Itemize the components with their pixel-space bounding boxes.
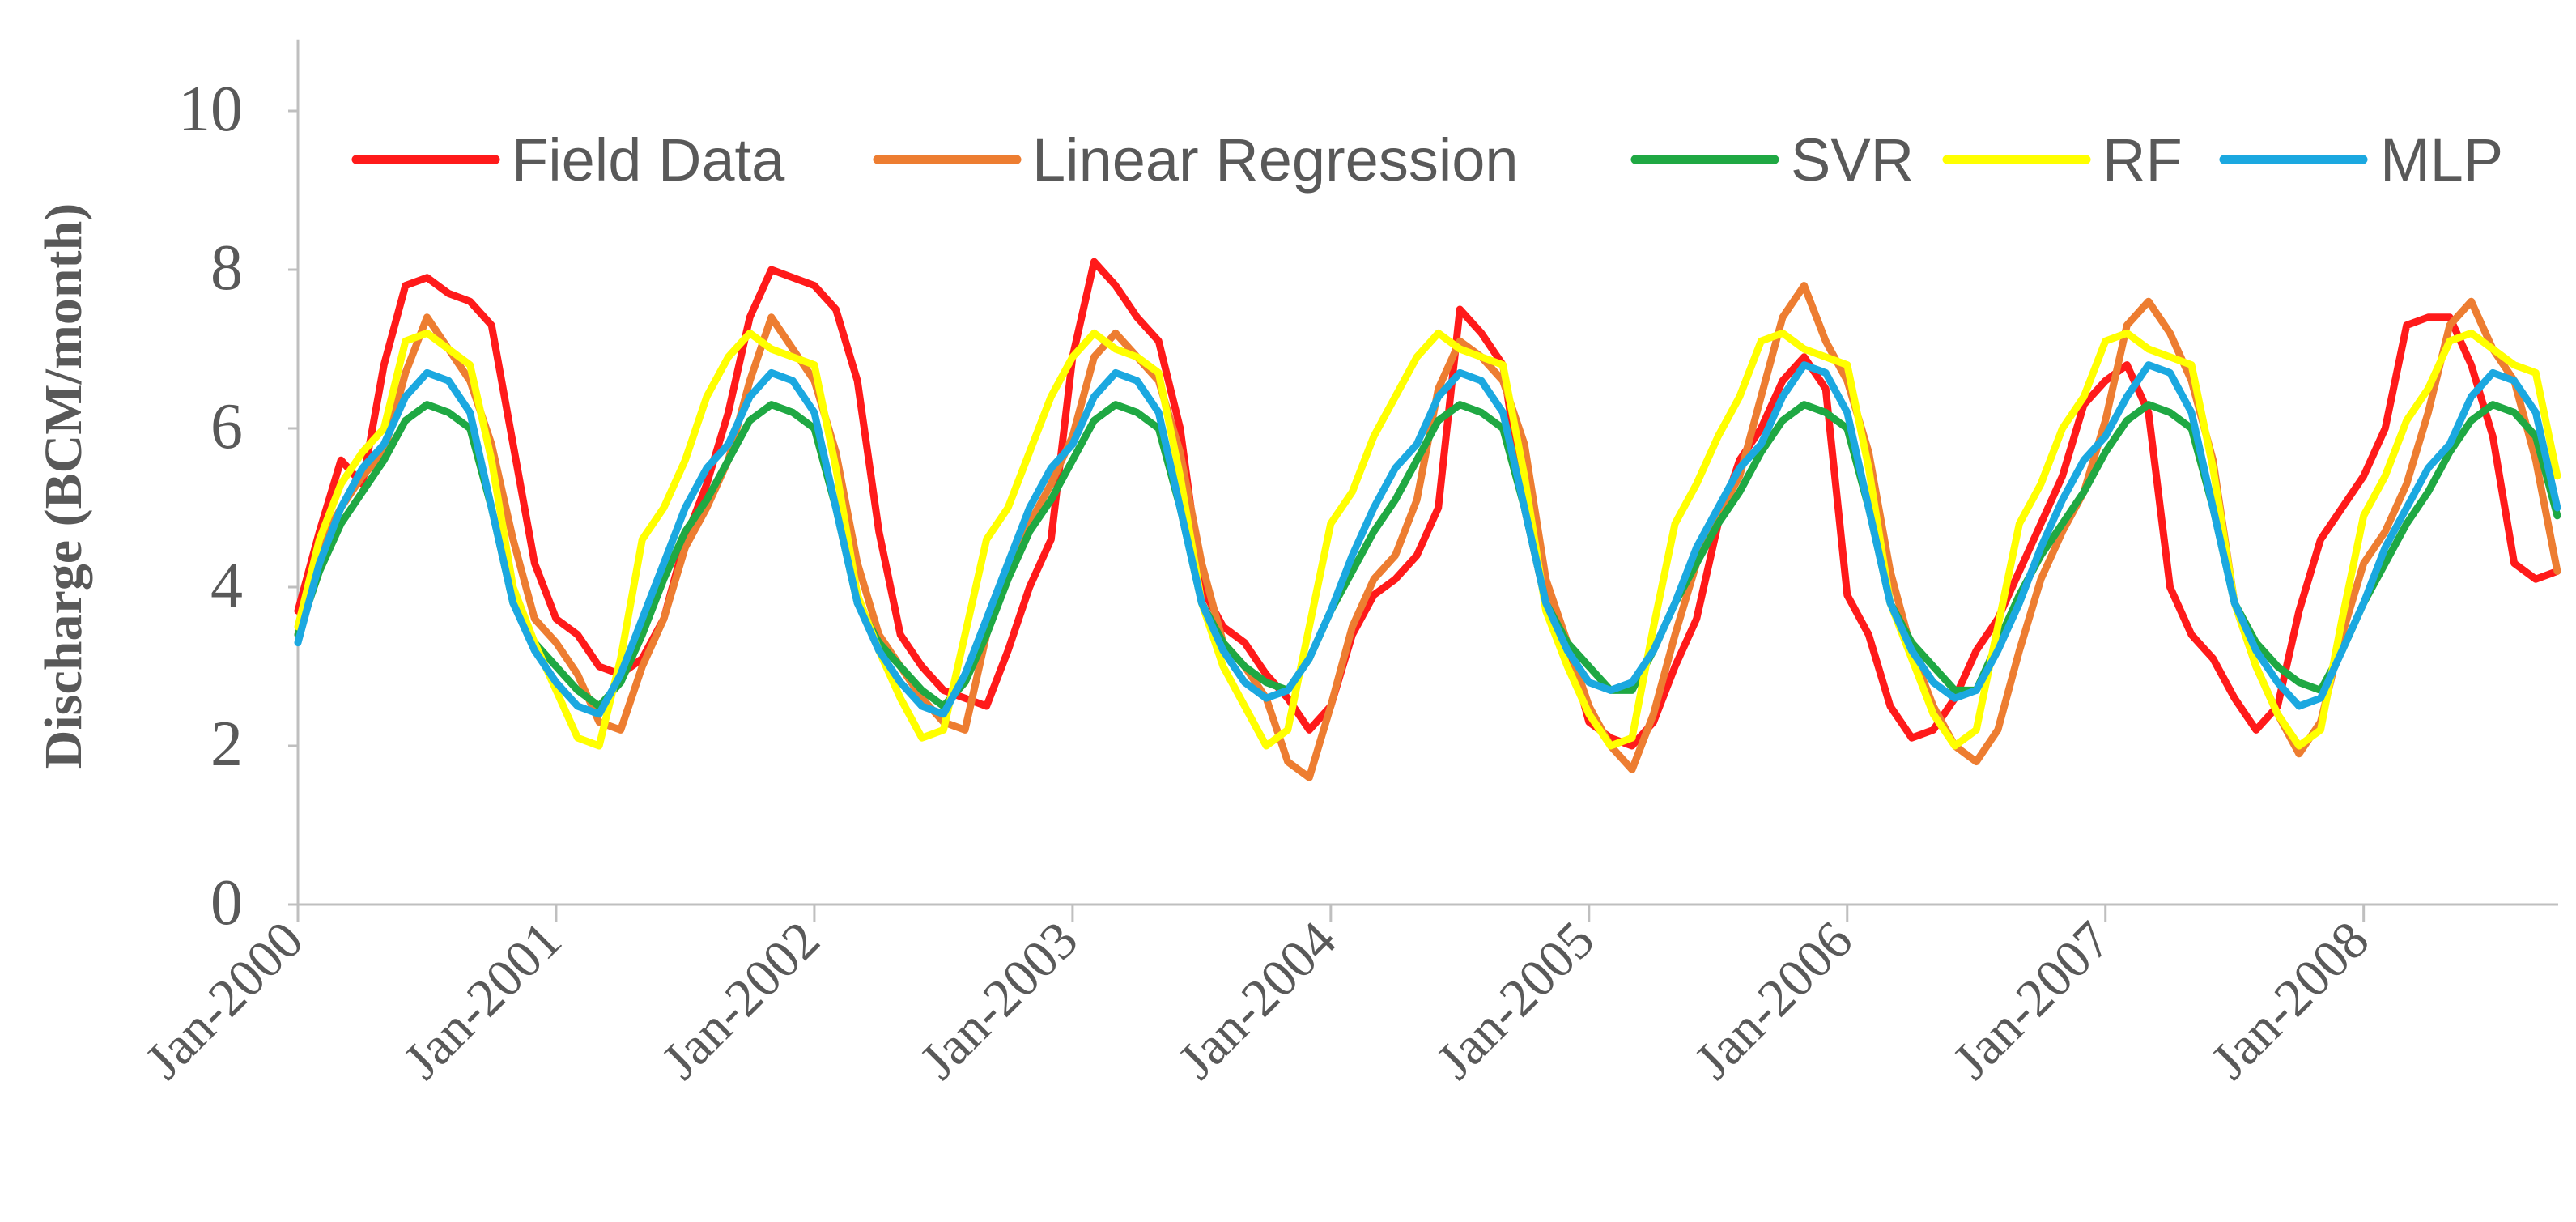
y-tick-label: 2	[210, 709, 243, 780]
y-tick-label: 10	[178, 74, 243, 145]
x-tick-label: Jan-2006	[1684, 910, 1864, 1091]
x-tick-label: Jan-2008	[2200, 910, 2381, 1091]
y-tick-label: 0	[210, 867, 243, 939]
y-tick-label: 4	[210, 550, 243, 621]
x-tick-label: Jan-2002	[651, 910, 831, 1091]
x-tick-label: Jan-2007	[1942, 910, 2123, 1091]
legend-label-field-data: Field Data	[512, 126, 785, 194]
series-line-rf	[294, 329, 2561, 750]
legend: Field Data Linear Regression SVR RF MLP	[351, 126, 2503, 194]
series-line-mlp	[294, 361, 2561, 718]
x-tick-label: Jan-2004	[1167, 910, 1348, 1091]
y-tick-label: 6	[210, 391, 243, 462]
series-line-svr	[294, 401, 2561, 710]
x-tick-label: Jan-2005	[1426, 910, 1606, 1091]
legend-label-rf: RF	[2102, 126, 2183, 194]
legend-label-linear-regression: Linear Regression	[1032, 126, 1519, 194]
x-tick-label: Jan-2003	[909, 910, 1090, 1091]
series-lines	[294, 258, 2561, 781]
legend-label-svr: SVR	[1791, 126, 1914, 194]
y-tick-label: 8	[210, 232, 243, 304]
x-tick-label: Jan-2001	[393, 910, 573, 1091]
legend-label-mlp: MLP	[2380, 126, 2503, 194]
y-axis-label: Discharge (BCM/month)	[34, 203, 93, 769]
